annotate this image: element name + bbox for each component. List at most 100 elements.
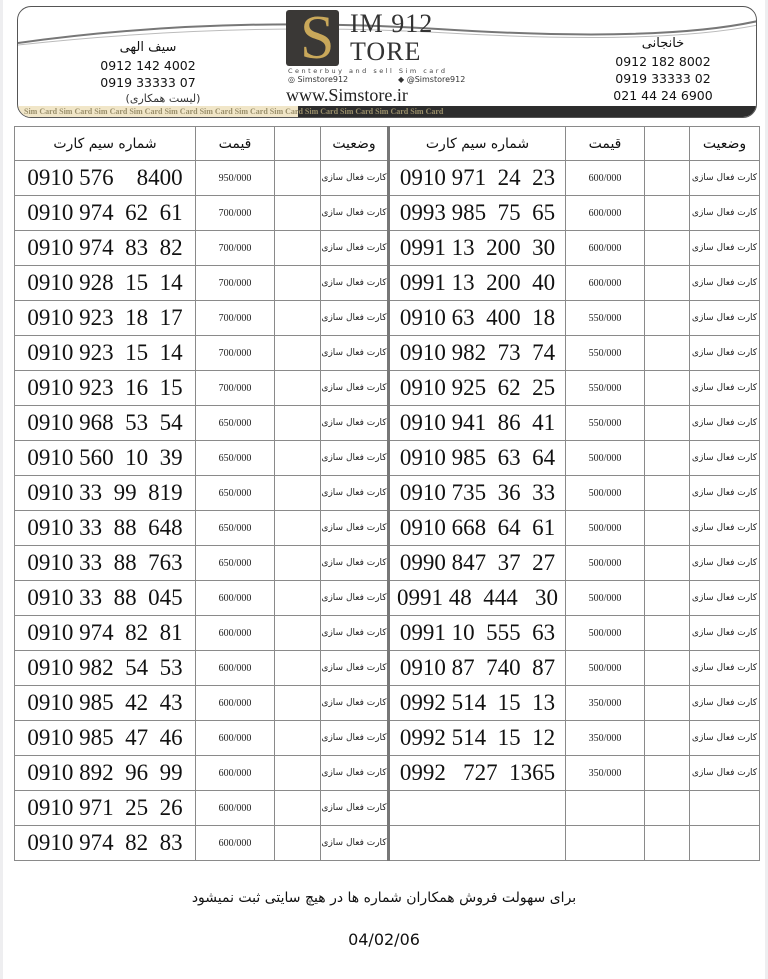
table-row: 0910 892 96 99 600/000 کارت فعال سازی 0992 … — [14, 755, 760, 791]
status: کارت فعال سازی — [320, 160, 390, 196]
status: کارت فعال سازی — [320, 825, 390, 861]
sim912-store-logo: S IM 912 TORE Centerbuy and sell Sim car… — [286, 7, 516, 106]
price: 650/000 — [195, 405, 275, 441]
contact-name: سیف الهی — [119, 40, 177, 55]
price — [565, 825, 645, 861]
sim-number: 0910 735 36 33 — [388, 475, 566, 511]
status: کارت فعال سازی — [689, 370, 760, 406]
status: کارت فعال سازی — [320, 265, 390, 301]
status — [689, 825, 760, 861]
empty-cell — [644, 790, 690, 826]
status: کارت فعال سازی — [689, 580, 760, 616]
price: 500/000 — [565, 615, 645, 651]
status: کارت فعال سازی — [689, 685, 760, 721]
right-contact: خانجانی 0912 182 8002 0919 33333 02 021 … — [588, 35, 738, 104]
telegram-text: @Simstore912 — [406, 75, 466, 84]
empty-cell — [274, 790, 321, 826]
table-row: 0910 974 82 83 600/000 کارت فعال سازی — [14, 825, 760, 861]
status: کارت فعال سازی — [320, 370, 390, 406]
contact-phone: 0912 182 8002 — [615, 54, 711, 69]
contact-phone: 021 44 24 6900 — [613, 88, 713, 103]
sim-number: 0910 971 24 23 — [388, 160, 566, 196]
price: 550/000 — [565, 300, 645, 336]
logo-line1: IM 912 — [350, 9, 434, 38]
empty-cell — [274, 405, 321, 441]
header-number: شماره سیم کارت — [14, 126, 196, 161]
sim-number: 0910 928 15 14 — [14, 265, 196, 301]
empty-cell — [644, 580, 690, 616]
sim-number: 0910 33 88 045 — [14, 580, 196, 616]
header-status: وضعیت — [689, 126, 760, 161]
price: 500/000 — [565, 510, 645, 546]
sim-number: 0991 10 555 63 — [388, 615, 566, 651]
table-row: 0910 576 8400 950/000 کارت فعال سازی 0910 9… — [14, 160, 760, 196]
table-row: 0910 982 54 53 600/000 کارت فعال سازی 0910 … — [14, 650, 760, 686]
empty-cell — [644, 650, 690, 686]
sim-number: 0910 892 96 99 — [14, 755, 196, 791]
empty-cell — [274, 510, 321, 546]
empty-cell — [644, 160, 690, 196]
price: 600/000 — [195, 580, 275, 616]
sim-number: 0910 923 16 15 — [14, 370, 196, 406]
price: 700/000 — [195, 370, 275, 406]
empty-cell — [274, 825, 321, 861]
price: 600/000 — [195, 720, 275, 756]
table-row: 0910 985 42 43 600/000 کارت فعال سازی 0992 … — [14, 685, 760, 721]
price: 600/000 — [195, 825, 275, 861]
table-row: 0910 974 62 61 700/000 کارت فعال سازی 0993 … — [14, 195, 760, 231]
website-url: www.Simstore.ir — [286, 85, 408, 105]
sim-number: 0910 985 63 64 — [388, 440, 566, 476]
footer-note: برای سهولت فروش همکاران شماره ها در هیچ … — [191, 890, 577, 906]
instagram-text: Simstore912 — [297, 75, 349, 84]
price: 700/000 — [195, 265, 275, 301]
price: 600/000 — [195, 755, 275, 791]
status: کارت فعال سازی — [689, 195, 760, 231]
price: 550/000 — [565, 335, 645, 371]
table-row: 0910 33 88 648 650/000 کارت فعال سازی 0910 … — [14, 510, 760, 546]
status: کارت فعال سازی — [689, 300, 760, 336]
table-row: 0910 923 15 14 700/000 کارت فعال سازی 0910 … — [14, 335, 760, 371]
price: 500/000 — [565, 545, 645, 581]
price: 650/000 — [195, 475, 275, 511]
sim-number: 0990 847 37 27 — [388, 545, 566, 581]
price: 500/000 — [565, 440, 645, 476]
empty-cell — [644, 545, 690, 581]
empty-cell — [644, 335, 690, 371]
empty-cell — [274, 580, 321, 616]
price: 350/000 — [565, 755, 645, 791]
price: 950/000 — [195, 160, 275, 196]
contact-phone: 0919 33333 07 — [100, 75, 196, 90]
status: کارت فعال سازی — [320, 335, 390, 371]
sim-number: 0910 974 82 83 — [14, 825, 196, 861]
empty-cell — [644, 300, 690, 336]
empty-cell — [274, 335, 321, 371]
empty-cell — [274, 685, 321, 721]
sim-card-strip: Sim Card Sim Card Sim Card Sim Card Sim … — [18, 106, 756, 117]
table-row: 0910 928 15 14 700/000 کارت فعال سازی 0991 … — [14, 265, 760, 301]
price: 650/000 — [195, 440, 275, 476]
sim-number: 0992 514 15 12 — [388, 720, 566, 756]
status: کارت فعال سازی — [320, 440, 390, 476]
sim-number: 0910 668 64 61 — [388, 510, 566, 546]
status: کارت فعال سازی — [689, 475, 760, 511]
sim-number: 0993 985 75 65 — [388, 195, 566, 231]
price: 500/000 — [565, 580, 645, 616]
empty-cell — [644, 475, 690, 511]
logo-line2: TORE — [350, 37, 422, 66]
price: 500/000 — [565, 650, 645, 686]
price: 600/000 — [565, 265, 645, 301]
price: 600/000 — [195, 650, 275, 686]
sim-number: 0910 925 62 25 — [388, 370, 566, 406]
empty-cell — [644, 405, 690, 441]
empty-cell — [274, 615, 321, 651]
status: کارت فعال سازی — [320, 790, 390, 826]
sim-number: 0910 982 54 53 — [14, 650, 196, 686]
status — [689, 790, 760, 826]
table-header-row: شماره سیم کارت قیمت وضعیت شماره سیم کارت… — [14, 126, 760, 161]
price: 700/000 — [195, 335, 275, 371]
status: کارت فعال سازی — [320, 615, 390, 651]
sim-number: 0910 923 15 14 — [14, 335, 196, 371]
telegram-handle: ◆ @Simstore912 — [398, 75, 466, 84]
status: کارت فعال سازی — [689, 440, 760, 476]
empty-cell — [644, 615, 690, 651]
